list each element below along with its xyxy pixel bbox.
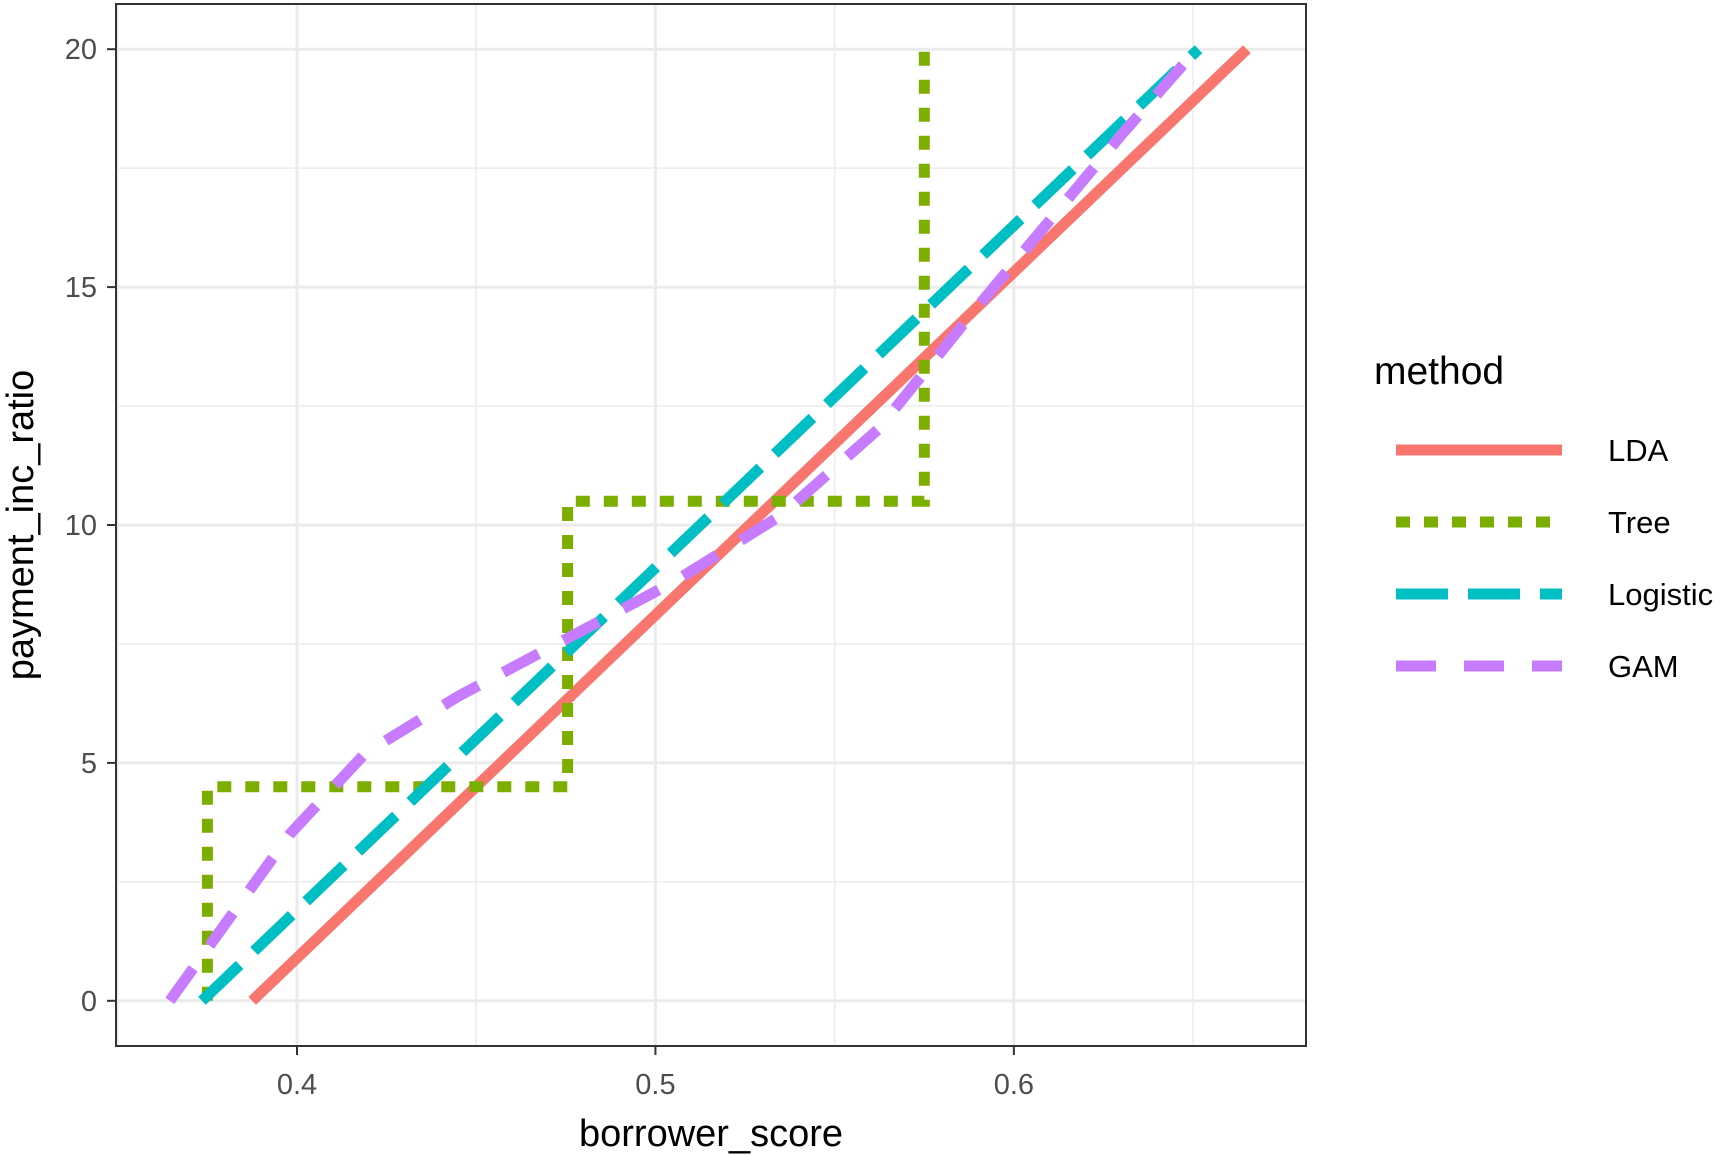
legend-label-logistic: Logistic	[1608, 577, 1713, 612]
legend-title: method	[1374, 350, 1504, 393]
x-axis: 0.4 0.5 0.6	[277, 1046, 1034, 1101]
y-axis-title: payment_inc_ratio	[0, 370, 42, 681]
x-axis-title: borrower_score	[579, 1113, 843, 1155]
x-tick-label: 0.5	[635, 1069, 675, 1101]
grid-major	[116, 4, 1306, 1046]
series-line-tree	[201, 49, 930, 1001]
y-tick-label: 15	[65, 272, 97, 304]
series-line-logistic	[198, 45, 1203, 1005]
x-tick-label: 0.4	[277, 1069, 317, 1101]
legend-label-tree: Tree	[1608, 505, 1671, 540]
series-line-lda	[248, 45, 1251, 1005]
y-axis: 0 5 10 15 20	[65, 34, 116, 1018]
y-tick-label: 5	[81, 748, 97, 780]
y-tick-label: 20	[65, 34, 97, 66]
legend-label-gam: GAM	[1608, 649, 1679, 684]
y-tick-label: 0	[81, 986, 97, 1018]
series-layer	[165, 45, 1251, 1005]
y-tick-label: 10	[65, 510, 97, 542]
series-line-gam	[165, 45, 1201, 1005]
x-tick-label: 0.6	[994, 1069, 1034, 1101]
legend: method LDA Tree Logistic GAM	[1374, 350, 1713, 684]
legend-label-lda: LDA	[1608, 433, 1669, 468]
